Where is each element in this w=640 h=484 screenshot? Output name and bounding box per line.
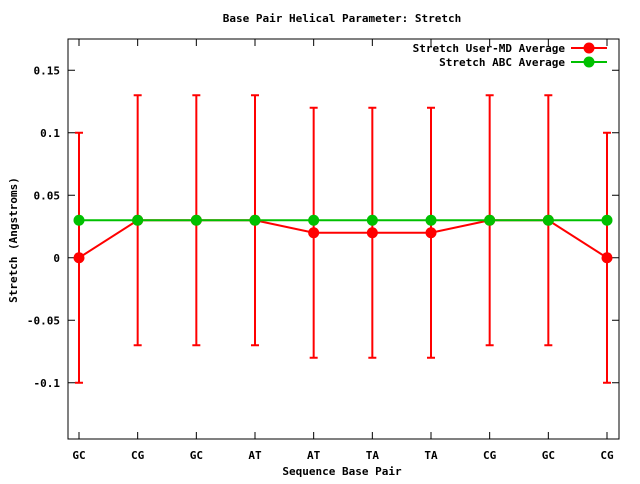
data-point — [425, 227, 437, 239]
y-tick-label: 0.1 — [40, 127, 60, 140]
data-point — [190, 214, 202, 226]
y-tick-label: 0 — [53, 252, 60, 265]
x-tick-label: GC — [72, 449, 85, 462]
legend-marker — [583, 42, 595, 54]
series-1 — [73, 214, 613, 226]
data-point — [73, 252, 85, 264]
axis-ticks: -0.1 -0.05 0 0.05 0.1 0.15 GC CG GC AT AT TA TA CG GC C… — [27, 39, 619, 462]
data-point — [542, 214, 554, 226]
data-point — [308, 214, 320, 226]
y-axis-label: Stretch (Angstroms) — [7, 177, 20, 303]
x-tick-label: CG — [131, 449, 145, 462]
data-point — [308, 227, 320, 239]
y-tick-label: -0.05 — [27, 314, 60, 327]
legend-marker — [583, 56, 595, 68]
x-tick-label: GC — [542, 449, 555, 462]
y-tick-label: 0.15 — [34, 64, 61, 77]
data-point — [73, 214, 85, 226]
data-point — [132, 214, 144, 226]
x-tick-label: TA — [424, 449, 438, 462]
x-tick-label: CG — [483, 449, 497, 462]
y-tick-label: -0.1 — [34, 377, 61, 390]
data-point — [366, 227, 378, 239]
data-point — [366, 214, 378, 226]
chart-title: Base Pair Helical Parameter: Stretch — [223, 12, 461, 25]
plot-frame — [67, 38, 620, 440]
data-point — [601, 252, 613, 264]
series-layer — [73, 94, 613, 384]
data-point — [425, 214, 437, 226]
data-point — [484, 214, 496, 226]
data-point — [601, 214, 613, 226]
x-tick-label: TA — [366, 449, 380, 462]
x-tick-label: GC — [190, 449, 203, 462]
legend-label: Stretch User-MD Average — [413, 42, 566, 55]
x-tick-label: CG — [600, 449, 614, 462]
x-axis-label: Sequence Base Pair — [282, 465, 402, 478]
y-tick-label: 0.05 — [34, 189, 61, 202]
legend-label: Stretch ABC Average — [439, 56, 565, 69]
x-tick-label: AT — [307, 449, 321, 462]
x-tick-label: AT — [248, 449, 262, 462]
data-point — [249, 214, 261, 226]
